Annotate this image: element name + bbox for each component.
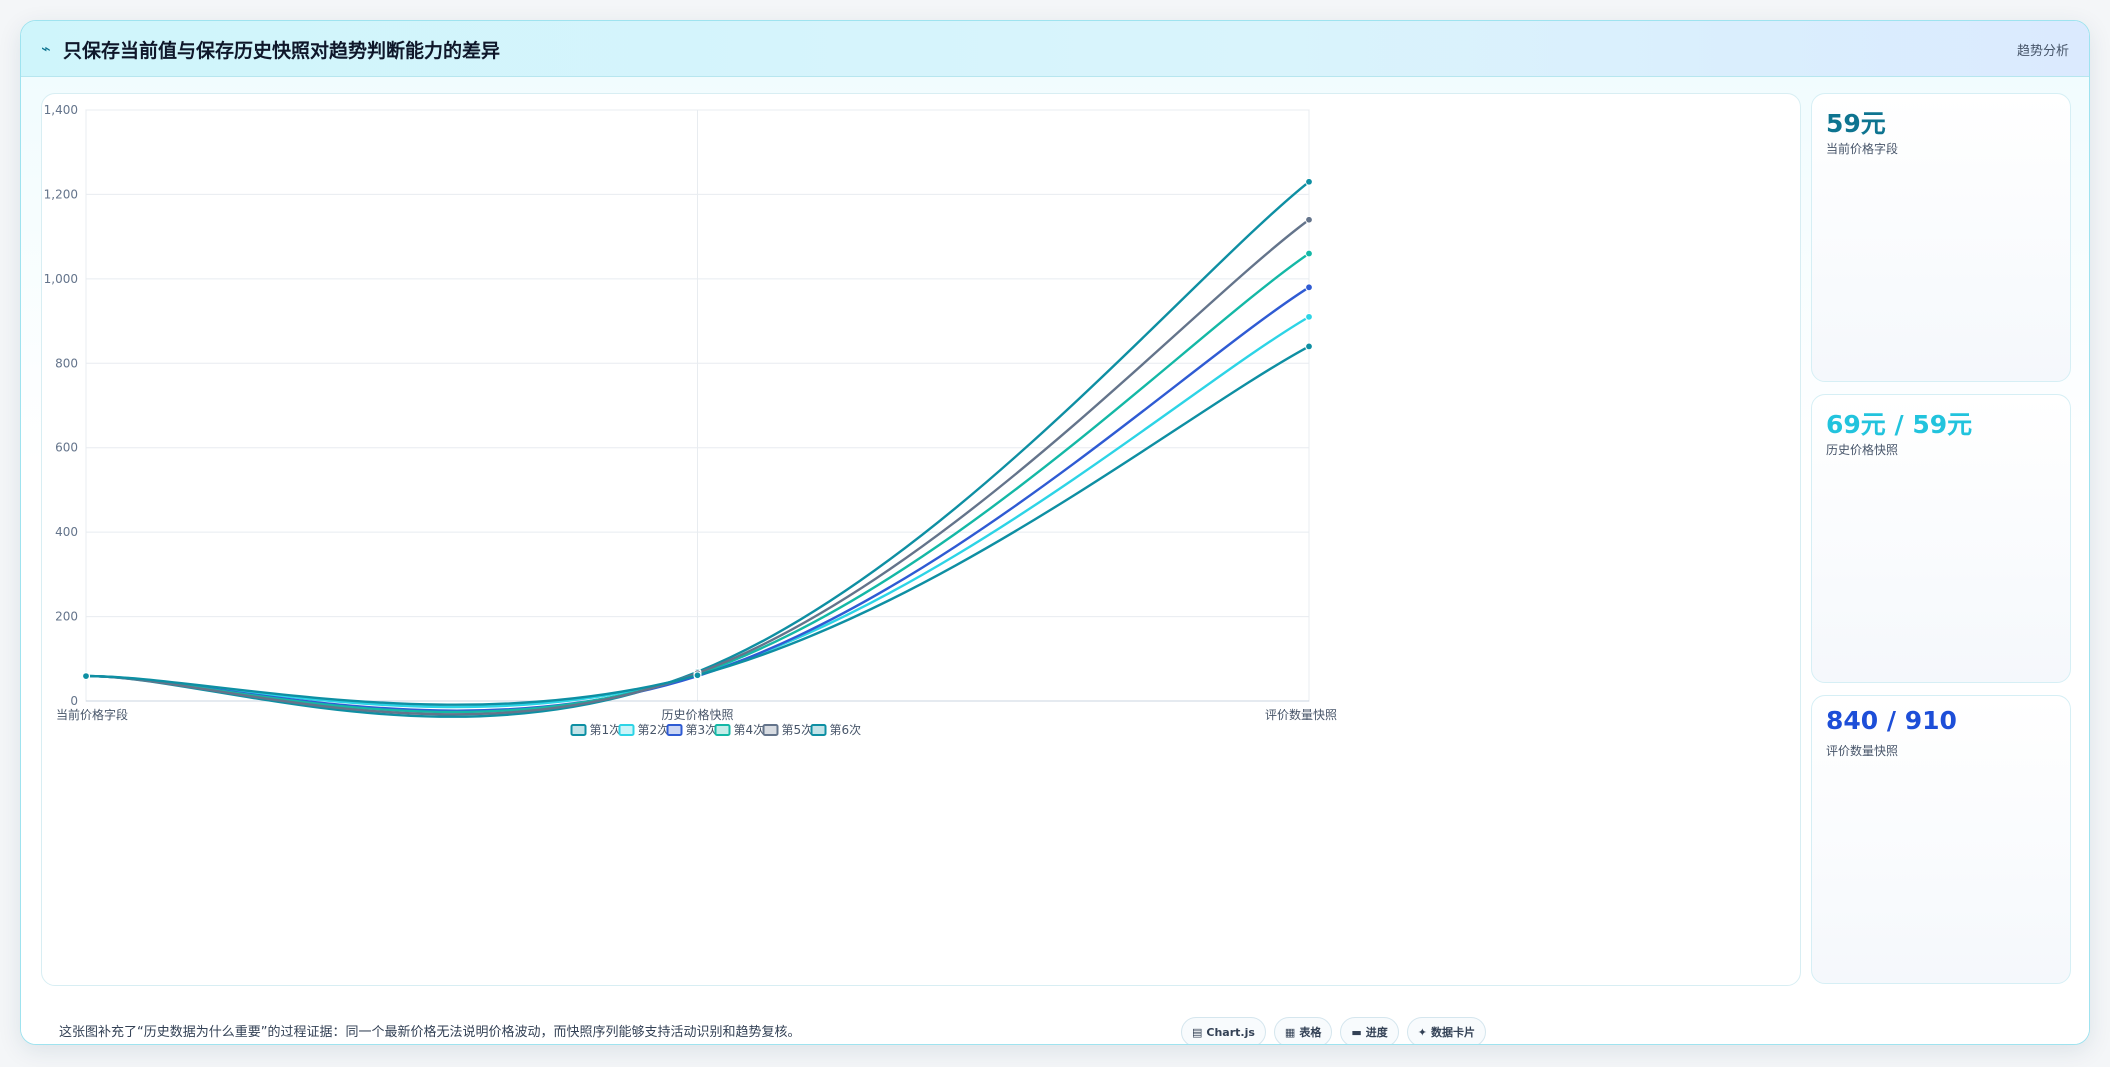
data-point <box>1305 249 1313 258</box>
table-icon: ▦ <box>1284 1025 1296 1039</box>
stat-label: 当前价格字段 <box>1826 142 1899 156</box>
x-tick-label: 当前价格字段 <box>56 707 128 722</box>
data-point <box>693 671 702 680</box>
y-tick-label: 600 <box>55 441 78 455</box>
y-tick-label: 1,200 <box>44 187 78 201</box>
data-point <box>1305 283 1313 292</box>
legend-swatch <box>762 724 779 736</box>
stat-value: 840 / 910 <box>1826 706 1957 735</box>
legend-label: 第2次 <box>638 723 670 737</box>
legend-label: 第4次 <box>734 723 766 737</box>
data-point <box>1305 177 1313 186</box>
progress-icon: ▬ <box>1351 1025 1362 1039</box>
stat-card-price-history: 69元 / 59元 历史价格快照 <box>1811 394 2071 683</box>
legend-label: 第6次 <box>830 723 862 737</box>
line-chart: 0 200 400 600 800 1,000 1,200 1,400 当前价格字段 历史价格快照… <box>44 103 1337 737</box>
legend-label: 第1次 <box>590 723 622 737</box>
legend-swatch <box>618 724 635 736</box>
stat-value: 69元 / 59元 <box>1826 410 1973 439</box>
data-point <box>1305 342 1313 351</box>
x-tick-label: 历史价格快照 <box>661 707 733 722</box>
stat-value: 59元 <box>1826 109 1886 138</box>
legend-swatch <box>570 724 587 736</box>
chart-card: ⌁ 只保存当前值与保存历史快照对趋势判断能力的差异 趋势分析 0 200 400 60… <box>20 20 2090 1045</box>
chip-chartjs[interactable]: ▤ Chart.js <box>1181 1017 1266 1044</box>
stat-card-review-history: 840 / 910 评价数量快照 <box>1811 695 2071 984</box>
y-tick-label: 800 <box>55 356 78 370</box>
chip-data-card[interactable]: ✦ 数据卡片 <box>1406 1017 1486 1044</box>
card-icon: ✦ <box>1417 1025 1427 1039</box>
chip-progress[interactable]: ▬ 进度 <box>1340 1017 1399 1044</box>
x-tick-label: 评价数量快照 <box>1265 707 1337 722</box>
stat-label: 评价数量快照 <box>1826 744 1899 758</box>
tech-chips: ▤ Chart.js ▦ 表格 ▬ 进度 ✦ 数据卡片 <box>1181 1017 1486 1044</box>
data-point <box>1305 312 1313 321</box>
page-title: 只保存当前值与保存历史快照对趋势判断能力的差异 <box>63 40 501 62</box>
legend-label: 第3次 <box>686 723 718 737</box>
legend-label: 第5次 <box>782 723 814 737</box>
stat-label: 历史价格快照 <box>1826 443 1899 457</box>
data-point <box>82 672 90 680</box>
line-chart-panel: 0 200 400 600 800 1,000 1,200 1,400 当前价格字段 历史价格快照… <box>41 93 1801 986</box>
legend-swatch <box>666 724 683 736</box>
y-tick-label: 0 <box>70 694 78 708</box>
chip-label: 数据卡片 <box>1430 1026 1475 1039</box>
footer-note: 这张图补充了“历史数据为什么重要”的过程证据：同一个最新价格无法说明价格波动，而… <box>59 1025 801 1040</box>
data-point <box>1305 215 1313 224</box>
y-tick-label: 400 <box>55 525 78 539</box>
chart-icon: ▤ <box>1192 1025 1203 1039</box>
y-tick-label: 1,000 <box>44 272 78 286</box>
y-tick-label: 200 <box>55 610 78 624</box>
stat-card-current-price: 59元 当前价格字段 <box>1811 93 2071 382</box>
legend-swatch <box>810 724 827 736</box>
chip-label: 表格 <box>1299 1026 1322 1039</box>
category-tag: 趋势分析 <box>2016 44 2069 59</box>
trend-line-icon: ⌁ <box>41 39 51 58</box>
chip-label: Chart.js <box>1206 1025 1255 1039</box>
chip-label: 进度 <box>1365 1026 1388 1039</box>
series-line-1 <box>85 180 1310 718</box>
legend-swatch <box>714 724 731 736</box>
y-tick-label: 1,400 <box>44 103 78 117</box>
chip-table[interactable]: ▦ 表格 <box>1273 1017 1333 1044</box>
card-header: ⌁ 只保存当前值与保存历史快照对趋势判断能力的差异 趋势分析 <box>21 21 2089 77</box>
